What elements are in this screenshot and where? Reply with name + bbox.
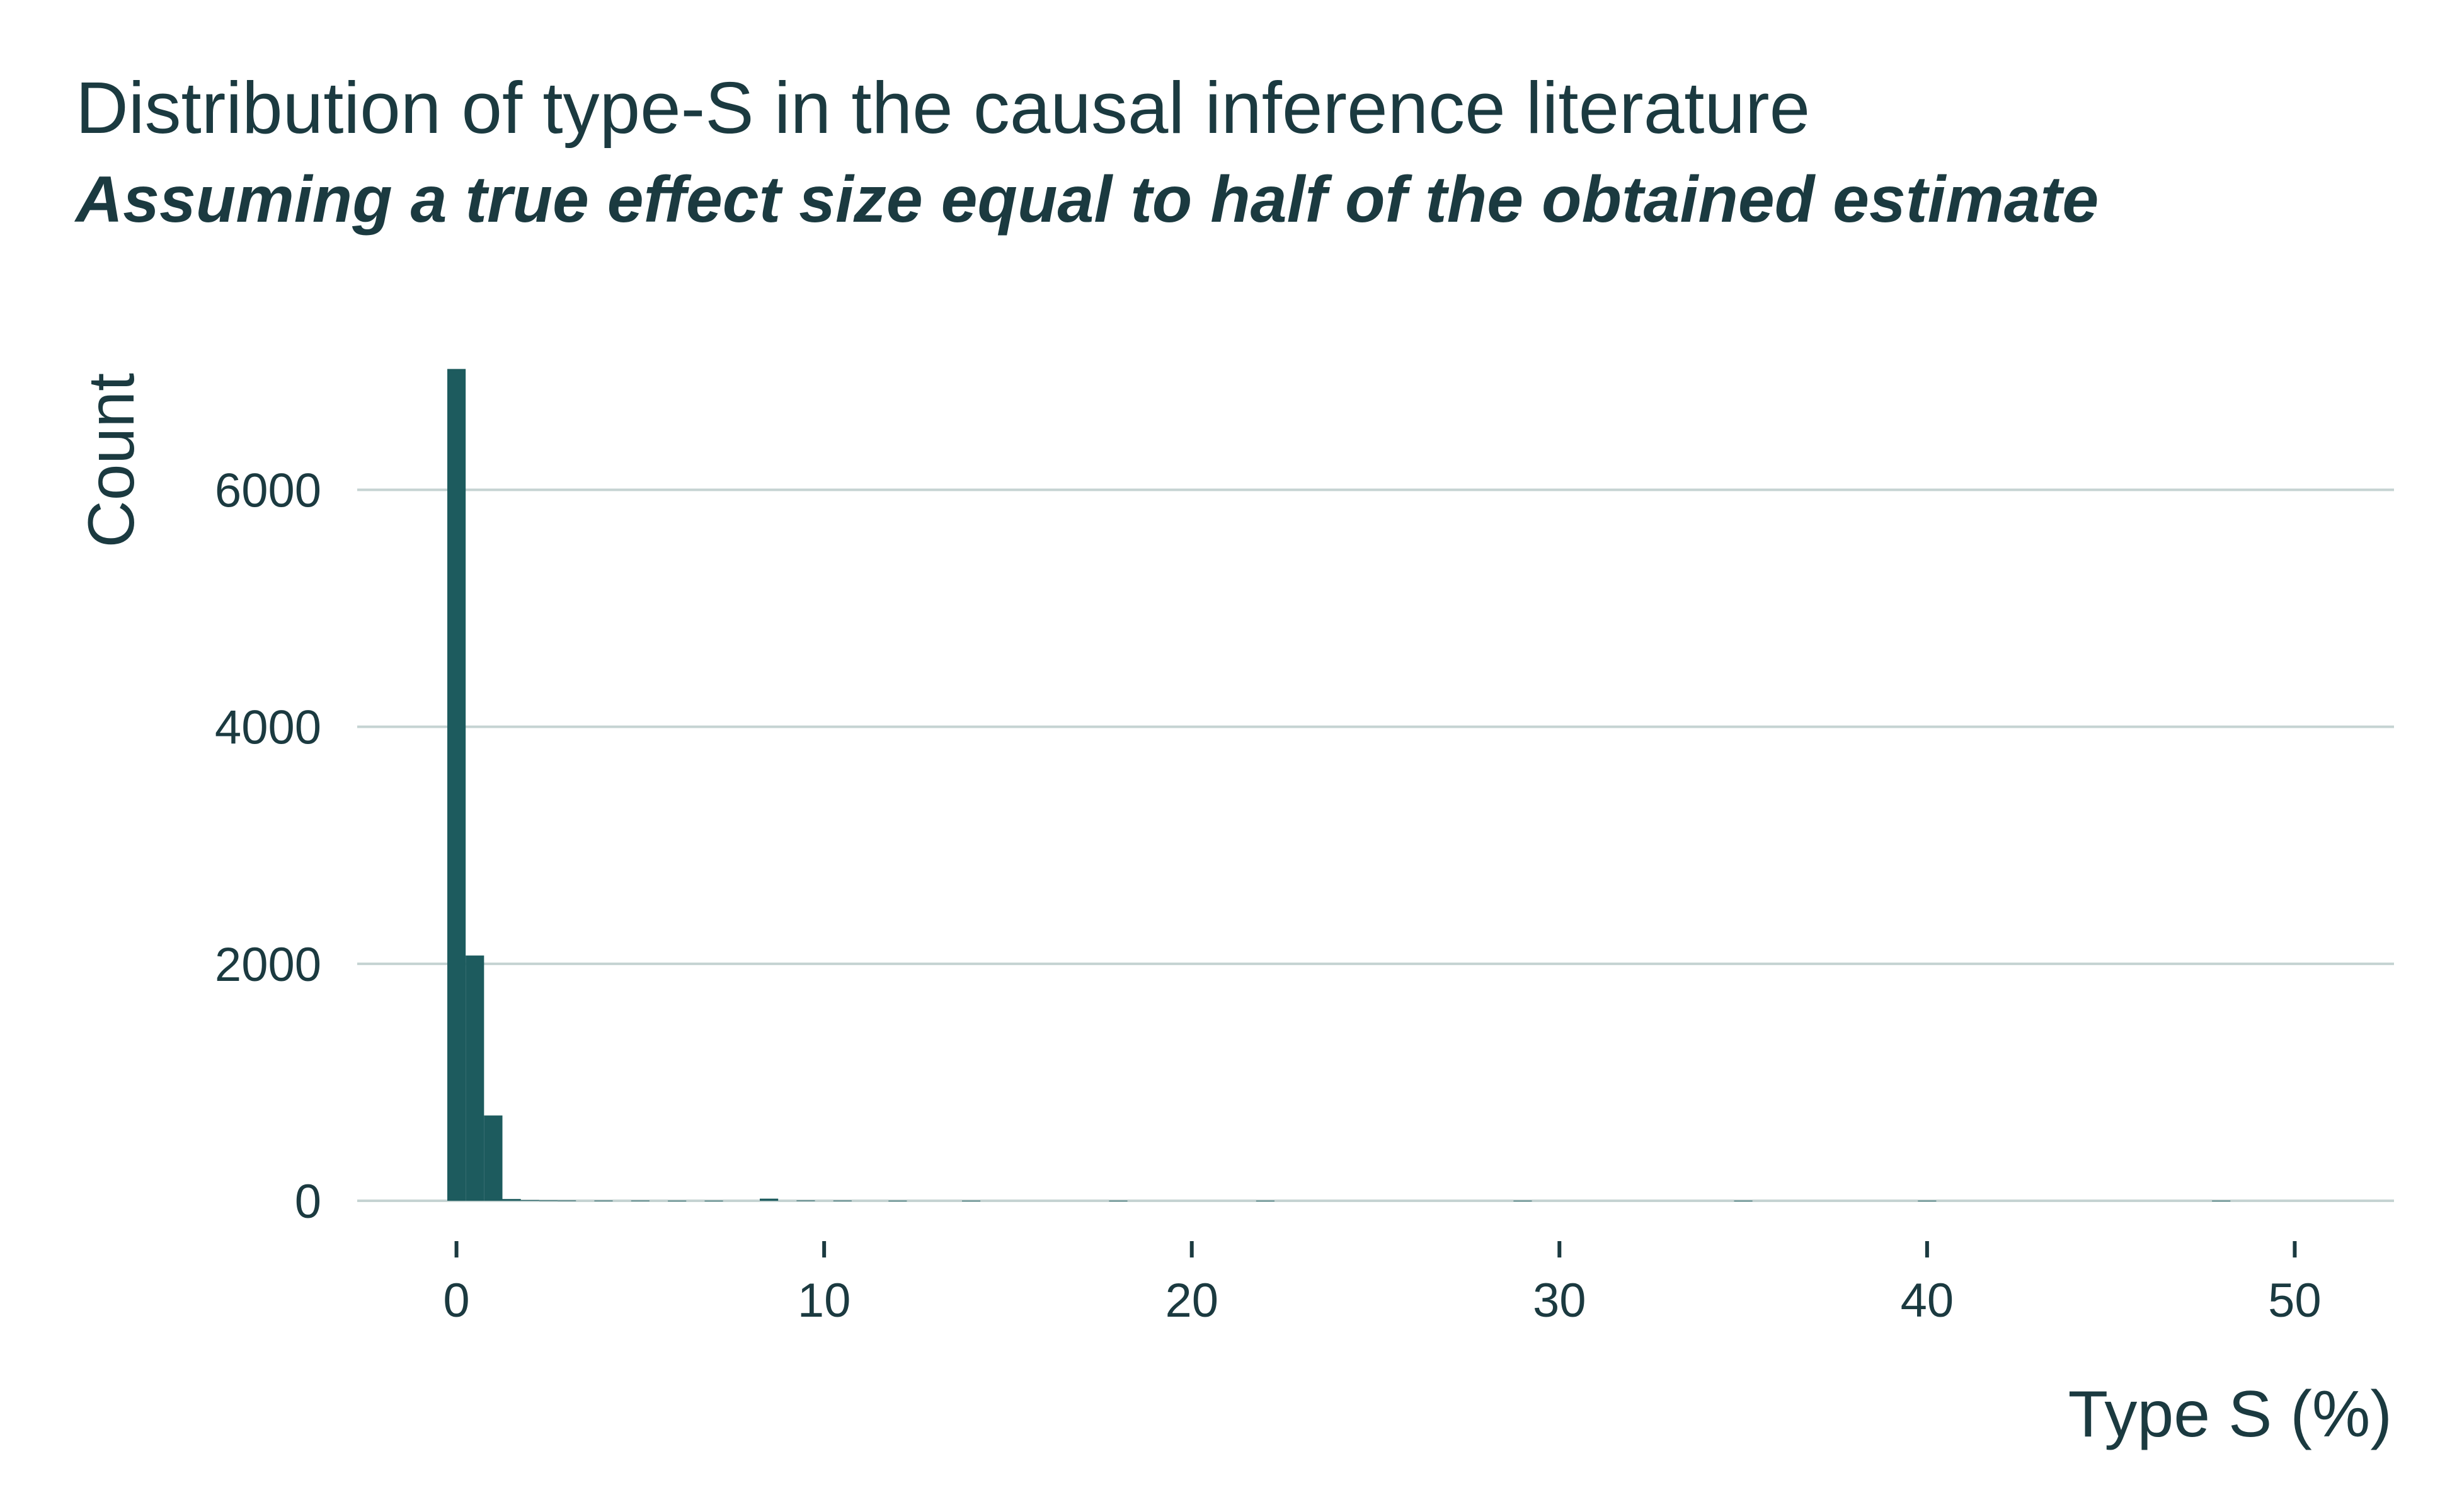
x-tick-label: 20 <box>1165 1274 1218 1327</box>
x-tick-label: 30 <box>1533 1274 1586 1327</box>
histogram-bar <box>447 369 466 1201</box>
histogram-bar <box>760 1198 779 1201</box>
histogram-bar <box>558 1200 576 1201</box>
chart-title: Distribution of type-S in the causal inf… <box>76 67 1811 149</box>
histogram-bar <box>502 1199 521 1201</box>
histogram-bar <box>539 1200 558 1201</box>
x-tick-label: 0 <box>443 1274 469 1327</box>
x-tick-label: 10 <box>798 1274 851 1327</box>
x-axis-ticks: 0 10 20 30 40 50 <box>443 1241 2322 1327</box>
histogram-bar <box>796 1200 815 1201</box>
histogram-bar <box>484 1115 503 1201</box>
y-tick-label: 0 <box>295 1175 321 1228</box>
y-tick-label: 6000 <box>215 464 321 517</box>
chart-subtitle: Assuming a true effect size equal to hal… <box>76 163 2099 236</box>
histogram-bar <box>466 955 484 1201</box>
y-axis-title: Count <box>75 373 148 548</box>
x-axis-title: Type S (%) <box>2068 1378 2392 1451</box>
histogram-bars <box>447 369 2231 1201</box>
x-tick-label: 50 <box>2268 1274 2322 1327</box>
histogram-bar <box>520 1200 539 1201</box>
y-tick-label: 4000 <box>215 701 321 755</box>
y-tick-label: 2000 <box>215 938 321 992</box>
gridlines <box>357 488 2394 1202</box>
x-tick-label: 40 <box>1901 1274 1954 1327</box>
y-axis-ticks: 0 2000 4000 6000 <box>215 464 321 1228</box>
